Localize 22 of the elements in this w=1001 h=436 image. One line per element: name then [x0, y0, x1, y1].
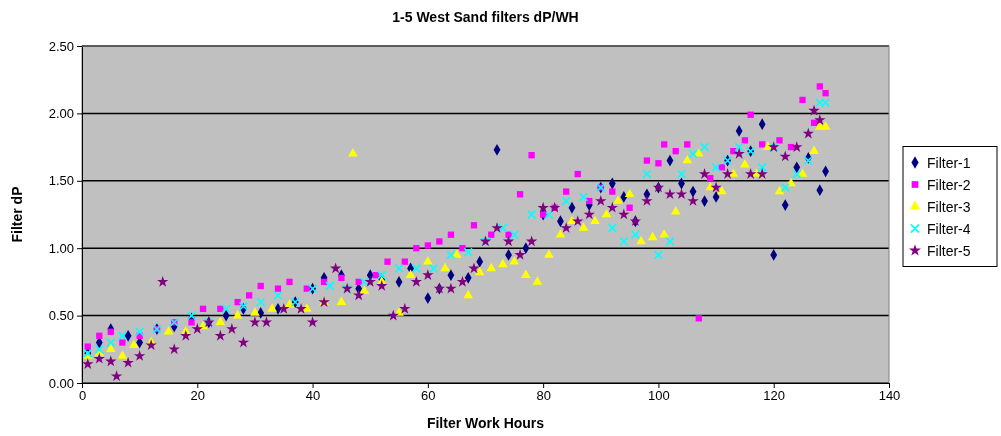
x-tick-label: 40: [305, 388, 321, 404]
x-tick-label: 60: [421, 388, 436, 404]
x-tick-label: 140: [878, 388, 901, 404]
y-tick-label: 0.50: [48, 308, 74, 324]
y-tick-label: 2.50: [48, 38, 74, 54]
y-tick-label: 0.00: [48, 375, 74, 391]
legend-label: Filter-3: [927, 198, 971, 215]
x-tick-label: 120: [763, 388, 786, 404]
legend-label: Filter-4: [927, 220, 971, 237]
x-tick-label: 80: [536, 388, 551, 404]
x-tick-label: 0: [78, 388, 87, 404]
legend-label: Filter-1: [927, 154, 971, 171]
legend-label: Filter-2: [927, 176, 971, 193]
y-axis-title: Filter dP: [9, 186, 25, 243]
y-tick-label: 1.50: [48, 173, 74, 189]
x-tick-label: 20: [190, 388, 206, 404]
x-tick-label: 100: [648, 388, 670, 404]
legend-label: Filter-5: [927, 242, 971, 259]
chart-title: 1-5 West Sand filters dP/WH: [392, 9, 579, 25]
y-tick-label: 2.00: [48, 106, 74, 122]
x-axis-title: Filter Work Hours: [426, 415, 545, 431]
y-tick-label: 1.00: [48, 240, 74, 256]
